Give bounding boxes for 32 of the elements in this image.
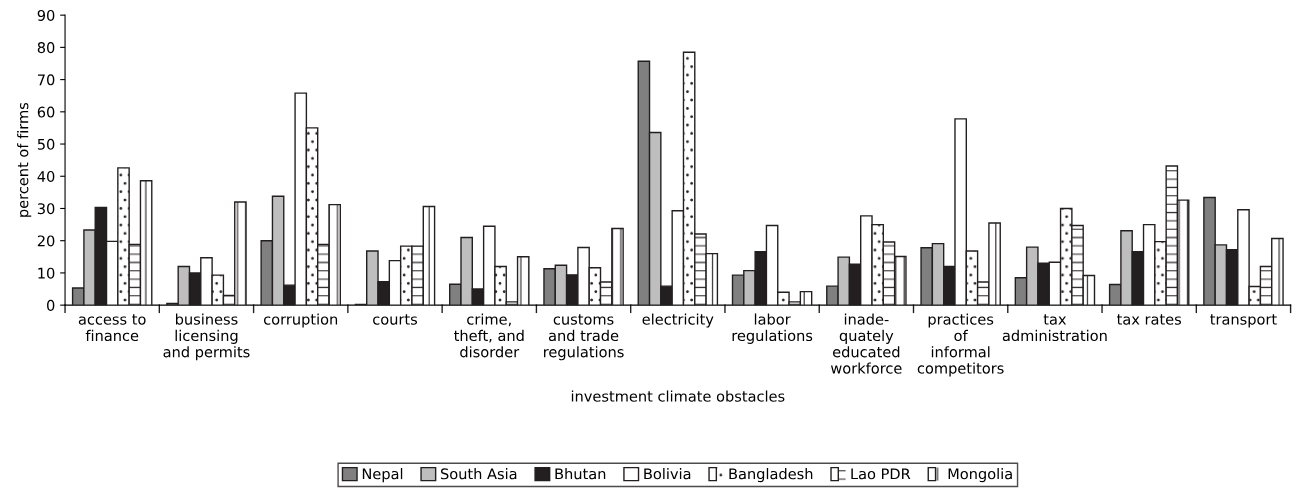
y-tick-label: 0 bbox=[47, 299, 55, 311]
x-tick-label: customs and trade regulations bbox=[544, 314, 624, 361]
y-tick-label: 40 bbox=[37, 170, 55, 183]
x-tick-label: crime, theft, and disorder bbox=[454, 313, 524, 358]
y-tick-label: 30 bbox=[37, 203, 55, 215]
legend-label: Mongolia bbox=[948, 468, 1012, 483]
legend-label: Bangladesh bbox=[729, 468, 813, 483]
x-tick-label: tax rates bbox=[1117, 314, 1182, 325]
x-tick-label: electricity bbox=[642, 313, 714, 328]
y-tick-label: 70 bbox=[37, 74, 55, 86]
legend-label: South Asia bbox=[440, 468, 517, 480]
x-tick-label: tax administration bbox=[1002, 314, 1107, 342]
y-axis-title: percent of firms bbox=[17, 102, 32, 217]
y-tick-label: 90 bbox=[37, 9, 55, 21]
x-tick-label: business licensing and permits bbox=[163, 313, 250, 361]
legend-label: Bolivia bbox=[644, 468, 691, 480]
x-tick-label: practices of informal competitors bbox=[917, 313, 1004, 377]
y-tick-label: 80 bbox=[37, 42, 55, 54]
x-tick-label: inade- quately educated workforce bbox=[830, 313, 902, 374]
y-tick-label: 20 bbox=[37, 235, 55, 247]
x-tick-label: courts bbox=[373, 314, 418, 325]
y-tick-label: 10 bbox=[38, 267, 55, 279]
x-tick-label: access to finance bbox=[78, 314, 146, 342]
x-axis-title: investment climate obstacles bbox=[571, 390, 785, 402]
x-tick-label: corruption bbox=[263, 313, 338, 328]
y-tick-label: 50 bbox=[37, 138, 55, 150]
legend-label: Nepal bbox=[362, 468, 403, 483]
y-tick-label: 60 bbox=[37, 106, 55, 118]
legend-label: Bhutan bbox=[555, 468, 606, 480]
legend-label: Lao PDR bbox=[851, 468, 911, 480]
x-tick-label: labor regulations bbox=[732, 313, 813, 344]
x-tick-label: transport bbox=[1210, 314, 1277, 328]
